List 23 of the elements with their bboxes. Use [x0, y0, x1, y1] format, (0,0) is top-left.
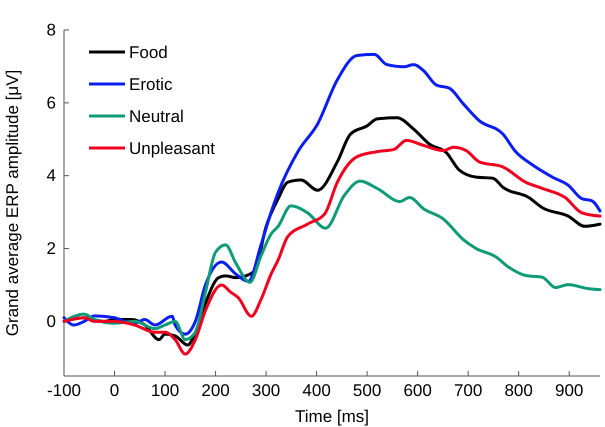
y-tick-label: 6: [46, 93, 56, 112]
y-tick-label: 2: [46, 238, 56, 258]
x-tick-label: -100: [46, 381, 82, 400]
y-tick-label: 8: [46, 20, 56, 40]
legend-label: Food: [129, 43, 168, 62]
x-tick-label: 800: [504, 381, 533, 400]
legend-label: Neutral: [129, 107, 184, 126]
x-tick-label: 100: [150, 381, 180, 400]
x-tick-label: 600: [403, 381, 432, 400]
y-tick-label: 0: [46, 312, 56, 331]
line-series: [62, 180, 602, 342]
x-tick-label: 500: [352, 381, 382, 400]
x-tick-label: 0: [110, 381, 120, 400]
legend-label: Unpleasant: [129, 139, 216, 158]
y-axis-title: Grand average ERP amplitude [μV]: [3, 70, 22, 336]
y-tick-label: 4: [46, 166, 56, 186]
x-axis-title: Time [ms]: [295, 407, 369, 426]
legend-label: Erotic: [129, 75, 173, 94]
x-tick-label: 400: [302, 381, 331, 400]
x-tick-label: 700: [454, 381, 482, 400]
x-tick-label: 300: [252, 381, 280, 400]
x-tick-label: 900: [554, 381, 584, 400]
x-tick-label: 200: [201, 381, 230, 400]
